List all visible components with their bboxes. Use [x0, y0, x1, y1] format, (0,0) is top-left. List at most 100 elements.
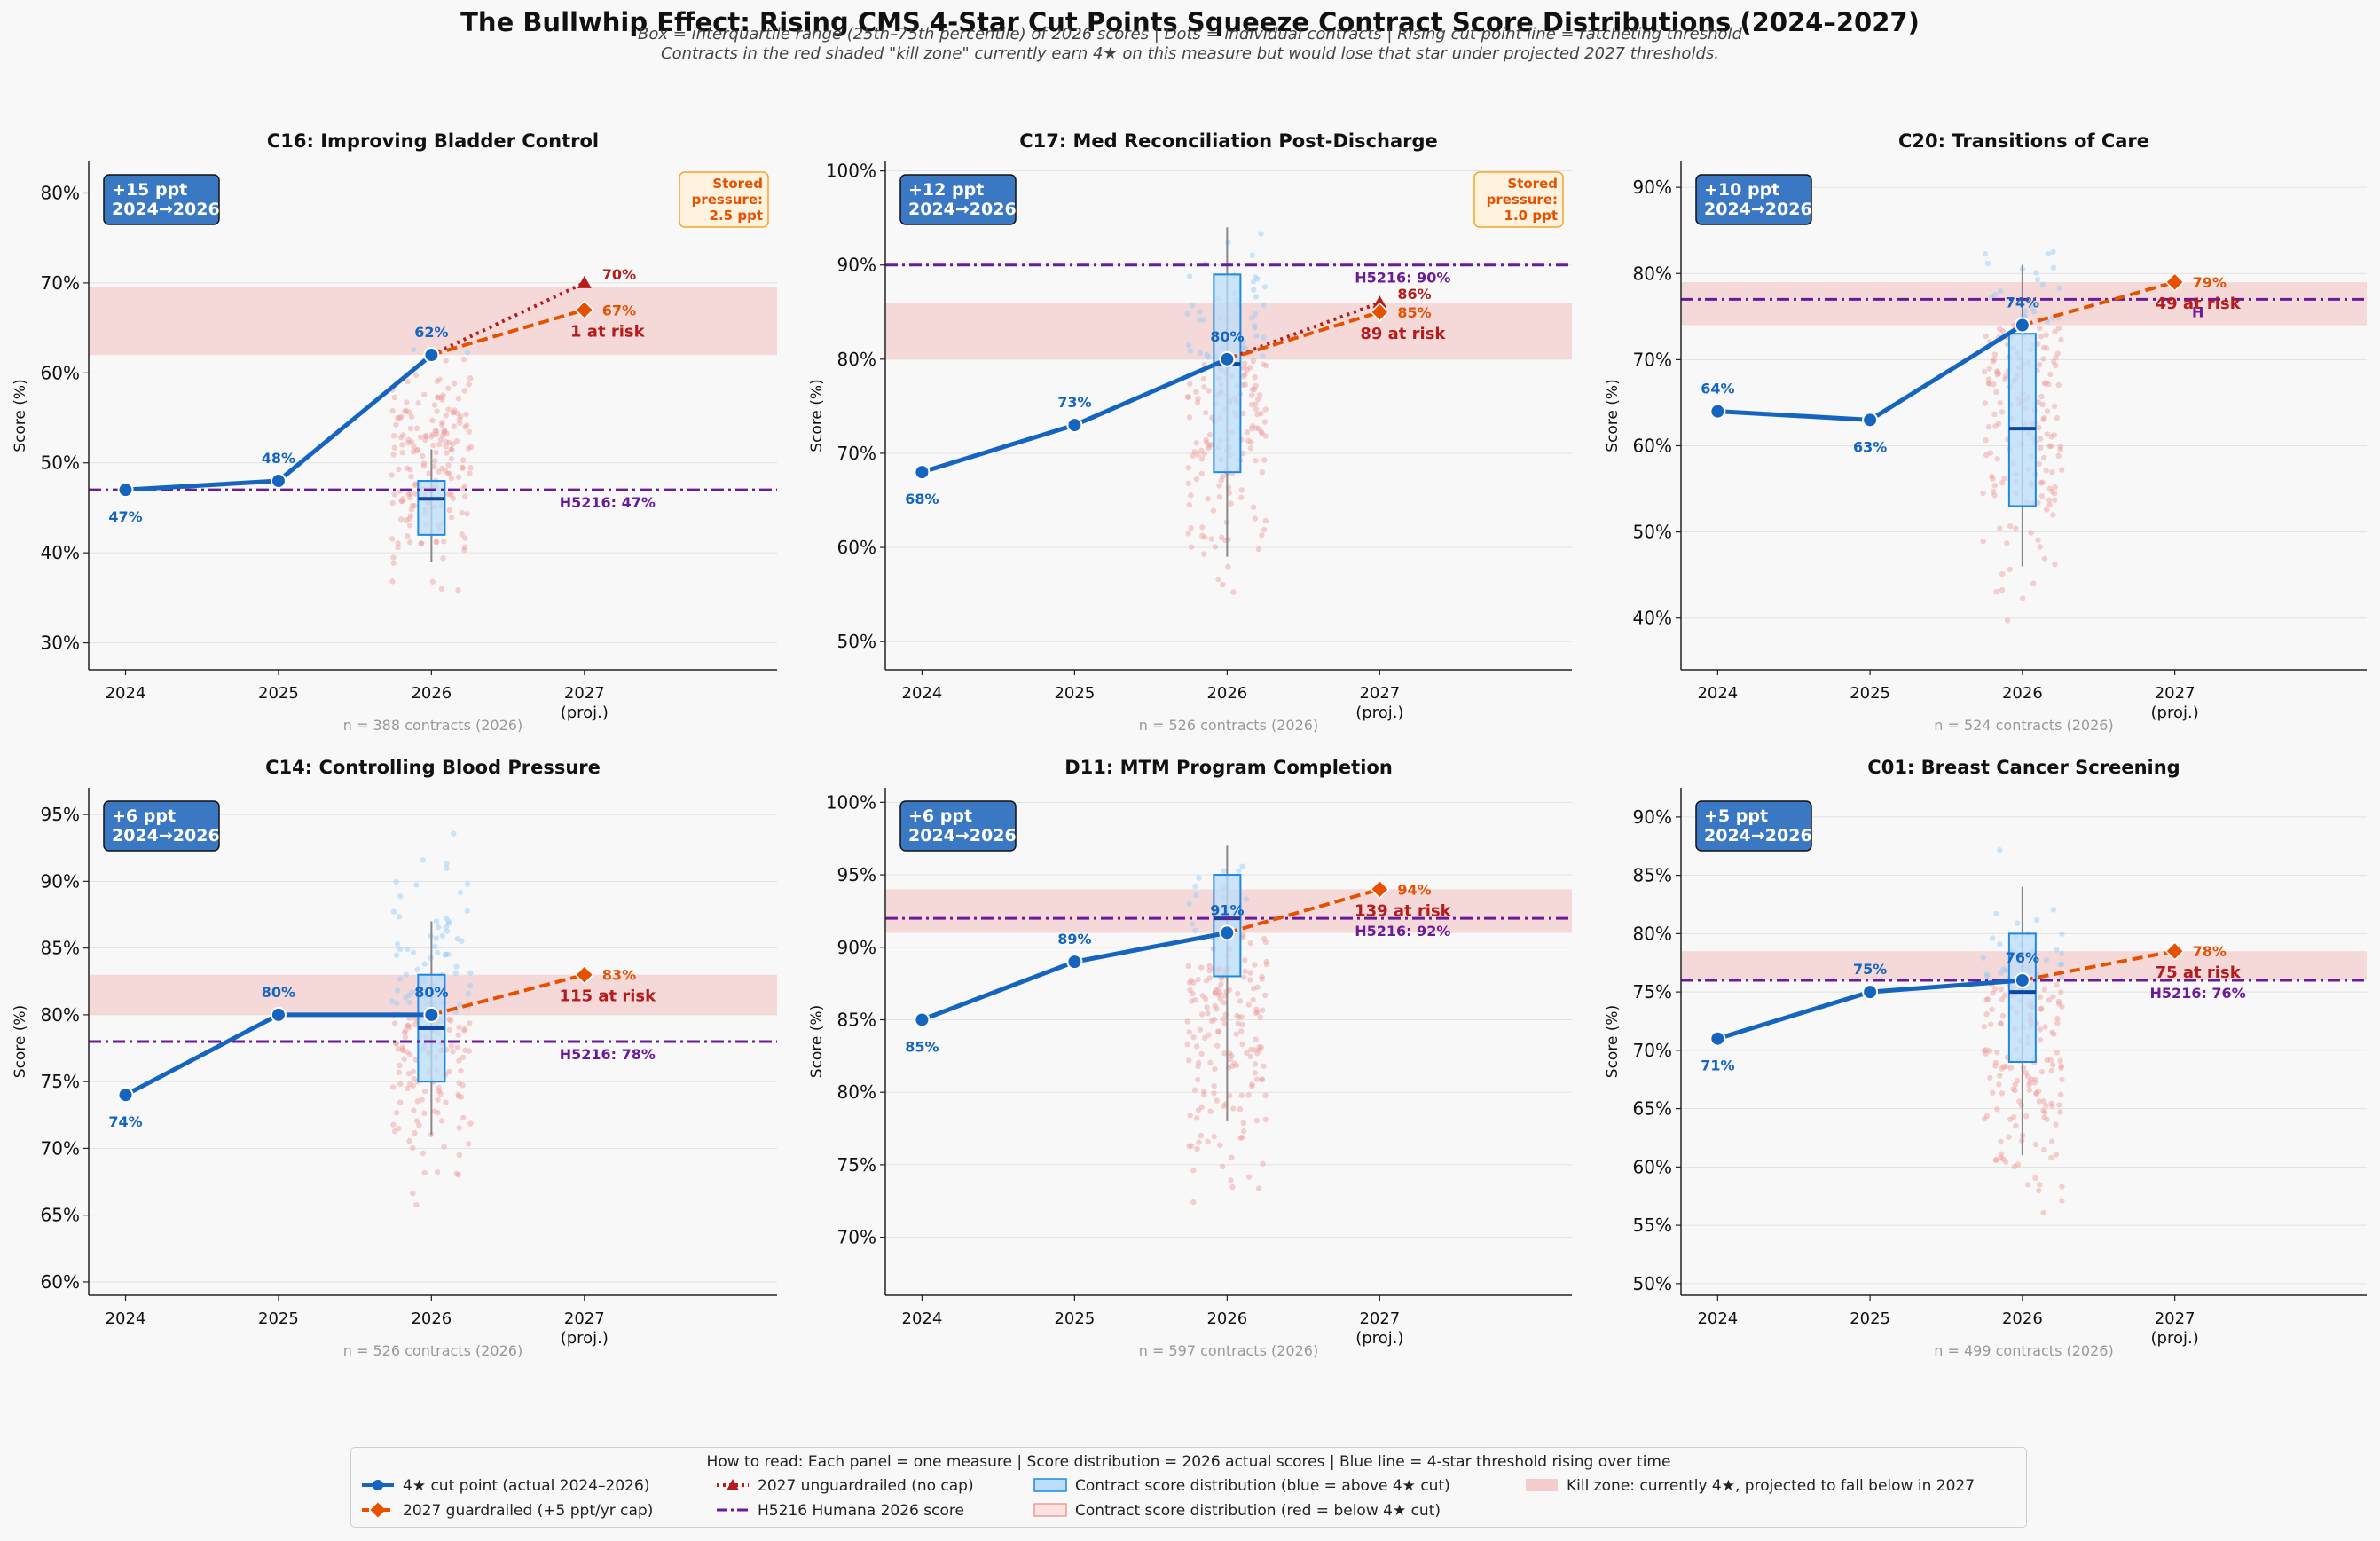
contract-dot — [444, 450, 450, 456]
contract-dot — [410, 1068, 417, 1075]
contract-dot — [2032, 1175, 2038, 1182]
contract-dot — [1214, 1042, 1221, 1049]
delta-badge — [103, 800, 220, 852]
contract-dot — [1253, 1117, 1261, 1124]
contract-dot — [1259, 976, 1266, 982]
contract-dot — [1999, 1065, 2005, 1072]
contract-dot — [455, 1091, 461, 1097]
contract-dot — [1992, 986, 1999, 992]
contract-dot — [462, 424, 468, 430]
contract-dot — [1242, 381, 1249, 388]
contract-dot — [433, 539, 440, 546]
delta-badge-text: 2024→2026 — [112, 200, 220, 219]
contract-dot — [444, 861, 450, 867]
contract-dot — [2049, 468, 2055, 476]
contract-dot — [2016, 1098, 2023, 1105]
contract-dot — [1242, 957, 1248, 963]
contract-dot — [1992, 423, 1999, 429]
contract-dot — [1999, 409, 2006, 415]
contract-dot — [2046, 501, 2053, 508]
cut-point-marker — [423, 1006, 440, 1023]
contract-dot — [435, 1110, 441, 1116]
cut-point-label: 80% — [414, 984, 448, 1001]
guardrailed-label: 83% — [602, 967, 636, 984]
contract-dot — [430, 442, 436, 449]
contract-dot — [2059, 1183, 2065, 1190]
stored-pressure-box — [679, 171, 769, 228]
x-tick-label: 2027 — [564, 1309, 605, 1328]
contract-dot — [2043, 957, 2050, 963]
y-tick-label: 70% — [837, 1227, 876, 1248]
contract-dot — [467, 1020, 473, 1026]
contract-dot — [421, 1110, 428, 1117]
contract-dot — [1238, 1134, 1245, 1141]
contract-dot — [2043, 332, 2049, 338]
x-tick-label: 2024 — [106, 684, 146, 703]
contract-dot — [443, 951, 450, 957]
contract-dot — [460, 1114, 467, 1121]
contract-dot — [412, 1129, 418, 1136]
contract-dot — [2053, 354, 2059, 361]
contract-dot — [1989, 473, 1995, 480]
contract-dot — [456, 1125, 462, 1131]
delta-badge-text: +6 ppt — [908, 806, 972, 826]
contract-dot — [1982, 400, 1989, 406]
contract-dot — [464, 349, 471, 356]
y-tick-label: 100% — [826, 161, 876, 182]
contract-dot — [450, 441, 456, 447]
contract-dot — [407, 425, 414, 432]
contract-dot — [390, 452, 397, 458]
at-risk-label: 115 at risk — [560, 987, 657, 1006]
guardrailed-label: 79% — [2193, 274, 2227, 291]
y-tick-label: 85% — [837, 1009, 876, 1030]
contract-dot — [405, 491, 412, 498]
contract-dot — [2001, 475, 2007, 482]
contract-dot — [439, 422, 445, 428]
contract-dot — [431, 1108, 438, 1114]
contract-dot — [461, 1027, 467, 1034]
contract-dot — [1190, 979, 1197, 986]
contract-dot — [2059, 467, 2065, 473]
y-tick-label: 50% — [1633, 522, 1672, 543]
contract-dot — [1228, 500, 1234, 507]
contract-dot — [1991, 291, 1999, 298]
contract-dot — [1253, 406, 1260, 413]
contract-dot — [2004, 540, 2010, 546]
guardrailed-line — [430, 972, 585, 1017]
contract-dot — [420, 857, 427, 863]
contract-dot — [420, 463, 428, 469]
unguardrailed-label: 70% — [602, 266, 636, 283]
contract-dot — [2054, 947, 2060, 953]
contract-dot — [2041, 987, 2048, 993]
contract-dot — [434, 408, 440, 414]
y-axis-label: Score (%) — [808, 379, 826, 452]
contract-dot — [443, 438, 449, 445]
contract-dot — [466, 1141, 472, 1147]
contract-dot — [390, 554, 397, 561]
contract-dot — [1252, 515, 1259, 522]
contract-dot — [441, 1144, 447, 1150]
contract-dot — [1998, 1154, 2004, 1161]
contract-dot — [1198, 1132, 1204, 1139]
contract-dot — [1253, 294, 1260, 300]
contract-dot — [1999, 996, 2005, 1002]
contract-dot — [391, 491, 398, 498]
y-tick-label: 95% — [41, 804, 80, 825]
contract-dot — [456, 1080, 462, 1087]
contract-dot — [445, 406, 452, 413]
contract-dot — [1184, 1018, 1190, 1025]
contract-dot — [1198, 470, 1205, 477]
x-tick-label: 2025 — [1054, 1309, 1095, 1328]
contract-dot — [1249, 1083, 1255, 1089]
y-tick-label: 50% — [837, 631, 876, 652]
contract-dot — [1220, 1163, 1226, 1170]
contract-dot — [2037, 1182, 2043, 1188]
contract-dot — [432, 428, 439, 434]
contract-dot — [2037, 994, 2044, 1000]
contract-dot — [448, 491, 455, 498]
y-axis-label: Score (%) — [12, 379, 29, 452]
contract-dot — [1240, 365, 1247, 371]
contract-dot — [2040, 454, 2047, 461]
contract-dot — [408, 989, 415, 995]
contract-dot — [1204, 439, 1210, 446]
